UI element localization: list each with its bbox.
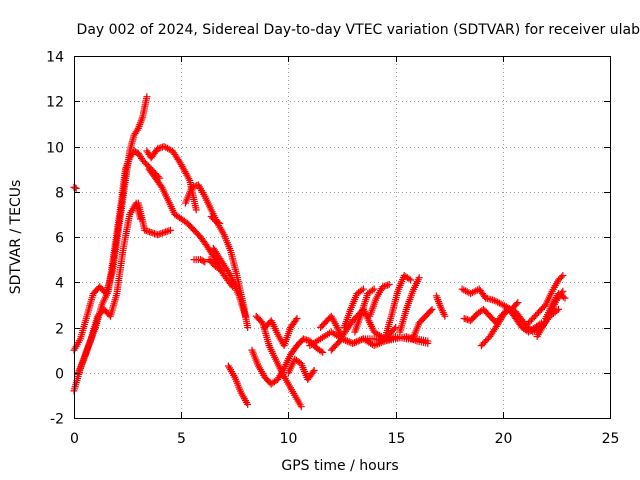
plus-marker	[199, 257, 207, 265]
plus-marker	[72, 184, 80, 192]
series-arc-21	[340, 285, 367, 331]
plus-marker	[407, 276, 415, 284]
axis-ticks: 0 5 10 15 20 25 -2 0 2 4 6 8 10 12 14	[46, 50, 619, 448]
series-arc-26	[409, 305, 436, 343]
plus-marker	[557, 273, 565, 281]
y-tick-label: 10	[46, 141, 64, 157]
plus-marker	[559, 271, 567, 279]
data-points	[70, 93, 569, 411]
series-arc-13	[224, 362, 252, 408]
series-arc-25	[396, 274, 423, 336]
plus-marker	[244, 324, 252, 331]
series-arc-27	[432, 292, 449, 320]
series-arc-28	[458, 285, 522, 313]
series-arc-22	[351, 285, 378, 336]
plus-marker	[405, 275, 413, 283]
plus-marker	[244, 400, 252, 408]
plus-marker	[514, 299, 522, 307]
plus-marker	[293, 314, 301, 322]
plus-marker	[166, 226, 174, 234]
x-tick-label: 25	[602, 431, 620, 447]
x-tick-label: 15	[388, 431, 406, 447]
plus-marker	[201, 258, 209, 266]
series-arc-7	[145, 165, 237, 291]
series-arc-9	[190, 256, 209, 266]
series-arc-23	[366, 281, 393, 320]
y-tick-label: 8	[55, 186, 64, 202]
plus-marker	[358, 286, 366, 294]
plus-marker	[297, 403, 305, 411]
plus-marker	[133, 126, 141, 134]
plus-marker	[390, 325, 398, 333]
x-tick-label: 20	[495, 431, 513, 447]
plus-marker	[424, 339, 432, 347]
series-arc-10	[205, 256, 226, 275]
plus-marker	[561, 294, 569, 302]
plus-marker	[292, 316, 300, 324]
x-tick-label: 10	[280, 431, 298, 447]
plus-marker	[214, 219, 222, 227]
plus-marker	[309, 368, 317, 376]
series-arc-17	[284, 355, 318, 384]
y-tick-label: -2	[50, 412, 64, 428]
plus-marker	[385, 281, 393, 289]
plus-marker	[143, 93, 151, 101]
plus-marker	[427, 307, 435, 315]
plus-marker	[310, 366, 318, 374]
plus-marker	[559, 293, 567, 301]
series-arc-14	[248, 335, 327, 388]
plus-marker	[242, 312, 250, 320]
series-arc-12	[209, 244, 250, 320]
series-arc-6	[143, 143, 200, 214]
y-tick-label: 14	[46, 50, 64, 66]
y-tick-label: 0	[55, 367, 64, 383]
series-arc-15	[252, 312, 305, 411]
y-tick-label: 12	[46, 95, 64, 111]
plus-marker	[441, 312, 449, 320]
plus-marker	[370, 285, 378, 293]
plus-marker	[319, 348, 327, 356]
plus-marker	[428, 305, 436, 313]
y-tick-label: 4	[55, 276, 64, 292]
series-arc-16	[261, 314, 301, 350]
series-arc-5	[134, 199, 174, 239]
plus-marker	[317, 347, 325, 355]
plus-marker	[192, 206, 200, 214]
plus-marker	[555, 305, 563, 313]
plus-marker	[359, 285, 367, 293]
plus-marker	[225, 270, 233, 278]
x-tick-label: 5	[177, 431, 186, 447]
series-arc-1	[70, 183, 80, 192]
plus-marker	[513, 300, 521, 308]
x-axis-label: GPS time / hours	[281, 458, 398, 474]
plus-marker	[216, 219, 224, 227]
y-axis-label: SDTVAR / TECUs	[8, 180, 24, 295]
plus-marker	[553, 307, 561, 315]
chart-title: Day 002 of 2024, Sidereal Day-to-day VTE…	[77, 22, 640, 38]
series-arc-31	[525, 271, 567, 327]
y-tick-label: 2	[55, 322, 64, 338]
plus-marker	[415, 274, 423, 282]
series-arc-33	[542, 290, 569, 322]
series-arc-24	[381, 271, 415, 343]
grid	[74, 56, 610, 418]
y-tick-label: 6	[55, 231, 64, 247]
plus-marker	[369, 286, 377, 294]
plus-marker	[216, 266, 224, 274]
series-arc-3	[70, 93, 151, 354]
series-arc-11	[207, 213, 224, 227]
x-tick-label: 0	[70, 431, 79, 447]
